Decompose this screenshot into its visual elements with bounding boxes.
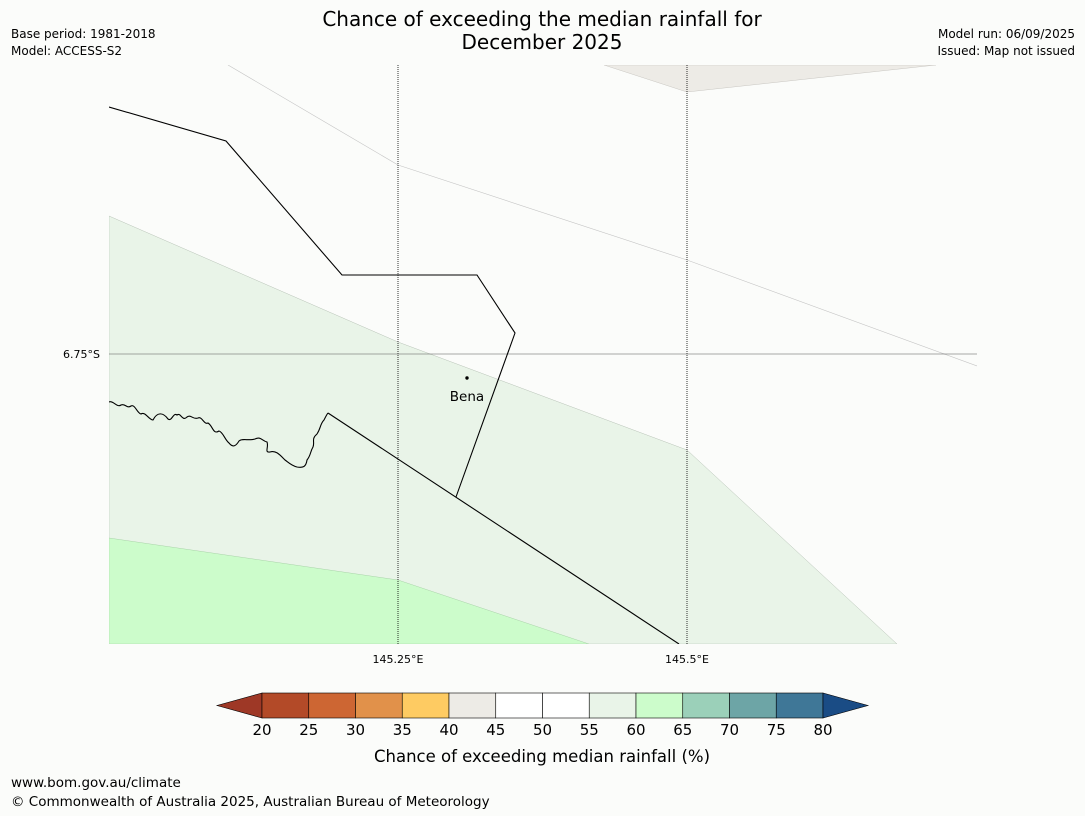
colorbar-swatch — [261, 692, 310, 719]
colorbar-tick-label: 25 — [299, 721, 318, 739]
colorbar-legend: 20 25 30 35 40 45 50 55 60 65 70 75 80 — [215, 692, 870, 739]
colorbar-tick-label: 45 — [486, 721, 505, 739]
issued-text: Issued: Map not issued — [937, 44, 1075, 58]
lon-tick-label: 145.5°E — [665, 653, 709, 666]
model-text: Model: ACCESS-S2 — [11, 44, 123, 58]
lon-tick-label: 145.25°E — [373, 653, 424, 666]
lat-tick-label: 6.75°S — [63, 348, 100, 361]
boundary-line-south — [327, 412, 680, 644]
colorbar-label: Chance of exceeding median rainfall (%) — [374, 747, 710, 766]
header-meta-right: Model run: 06/09/2025 Issued: Map not is… — [937, 26, 1075, 60]
place-label-bena: Bena — [450, 389, 484, 405]
colorbar-swatch — [729, 692, 777, 719]
colorbar-tick-label: 30 — [346, 721, 365, 739]
colorbar-tick-label: 20 — [252, 721, 271, 739]
colorbar-tick-label: 80 — [813, 721, 832, 739]
map-title-line1: Chance of exceeding the median rainfall … — [322, 7, 762, 31]
footer-url: www.bom.gov.au/climate — [11, 775, 181, 791]
colorbar-swatch — [355, 692, 403, 719]
colorbar-swatch — [401, 692, 450, 719]
colorbar-tick-label: 75 — [767, 721, 786, 739]
colorbar-tick-label: 35 — [393, 721, 412, 739]
probability-contour-line — [227, 65, 977, 367]
colorbar-swatch — [635, 692, 684, 719]
colorbar-swatch — [495, 692, 543, 719]
map-title: Chance of exceeding the median rainfall … — [242, 8, 842, 54]
colorbar-tick-label: 65 — [673, 721, 692, 739]
boundary-line-north — [109, 106, 516, 498]
colorbar-swatch — [448, 692, 497, 719]
header-meta-left: Base period: 1981-2018 Model: ACCESS-S2 — [11, 26, 156, 60]
colorbar-swatch — [682, 692, 730, 719]
model-run-text: Model run: 06/09/2025 — [937, 27, 1075, 41]
colorbar-tick-label: 50 — [533, 721, 552, 739]
footer-copyright: © Commonwealth of Australia 2025, Austra… — [11, 794, 490, 810]
colorbar-swatch — [308, 692, 356, 719]
map-area — [109, 65, 977, 644]
probability-region-55-60 — [109, 215, 898, 644]
colorbar-tick-label: 70 — [720, 721, 739, 739]
colorbar-swatch — [542, 692, 590, 719]
colorbar-tick-label: 60 — [626, 721, 645, 739]
base-period-text: Base period: 1981-2018 — [11, 27, 156, 41]
colorbar-swatch — [588, 692, 637, 719]
coastline — [109, 401, 329, 468]
map-title-line2: December 2025 — [461, 30, 623, 54]
colorbar-extend-high — [822, 692, 870, 719]
colorbar-extend-low — [215, 692, 263, 719]
colorbar-tick-label: 40 — [439, 721, 458, 739]
place-marker-bena — [465, 376, 469, 380]
probability-region-60-65 — [109, 537, 590, 644]
colorbar-tick-label: 55 — [580, 721, 599, 739]
colorbar-swatch — [775, 692, 824, 719]
